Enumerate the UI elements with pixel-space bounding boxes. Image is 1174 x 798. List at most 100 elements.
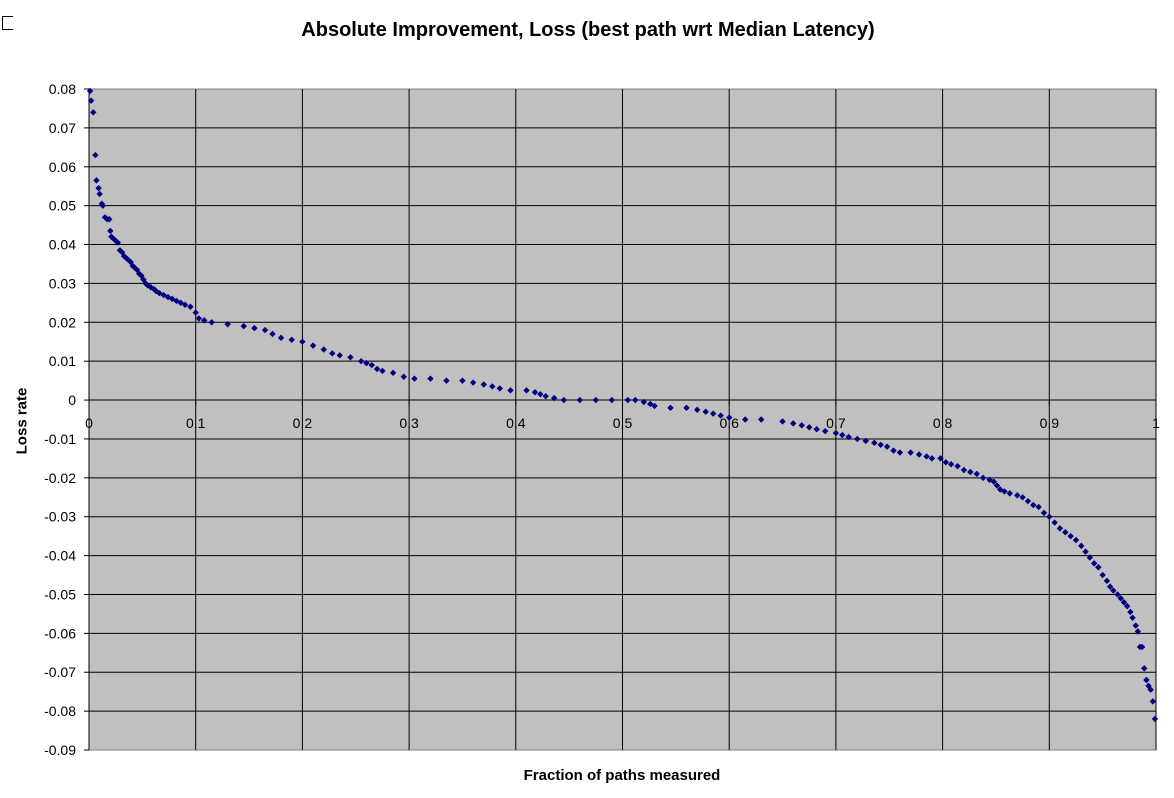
data-point [443,377,450,384]
data-point [1006,490,1014,497]
data-point [537,391,544,398]
data-point [288,336,295,343]
data-point [1019,494,1026,501]
data-point [347,354,354,361]
data-point [1014,492,1021,499]
data-point [651,402,658,410]
data-point [640,398,648,406]
x-tick-label: 0.5 [613,415,633,431]
data-point [592,396,600,404]
data-point [320,346,327,353]
data-point [1095,564,1102,571]
data-point [95,184,102,192]
y-tick-label: 0.07 [49,120,76,136]
data-point [373,365,381,373]
x-axis-label: Fraction of paths measured [523,767,721,784]
data-point [683,404,690,412]
data-point [261,326,269,334]
data-point [1141,665,1148,672]
y-tick-labels: 0.08 0.07 0.06 0.05 0.04 0.03 0.02 0.01 0 -0.01 -0… [44,81,76,758]
data-point [806,424,813,431]
data-point [496,385,503,392]
data-point [523,387,530,394]
data-point [896,449,904,456]
data-point [542,392,549,400]
data-point [1082,548,1089,555]
data-point [96,190,103,198]
data-points [86,87,1159,723]
data-point [822,427,829,435]
data-point [624,396,632,404]
y-tick-label: 0 [68,392,76,408]
data-point [469,379,477,386]
data-point [1103,577,1111,585]
data-point [1086,554,1094,561]
x-tick-label: 0.1 [186,415,206,431]
data-point [1114,591,1121,598]
data-point [99,202,107,209]
x-tick-label: 0.9 [1040,415,1060,431]
data-point [839,431,846,439]
data-point [357,357,365,365]
data-point [101,214,109,221]
data-point [480,381,487,388]
data-point [967,468,974,476]
data-point [871,439,878,447]
data-point [726,414,733,421]
data-point [923,453,930,460]
data-point [790,420,797,427]
data-point [112,237,119,244]
data-point [928,455,936,462]
data-point [1149,698,1156,705]
y-tick-label: 0.02 [49,314,76,330]
data-point [1123,602,1131,610]
data-point [1127,608,1134,616]
y-tick-label: 0.04 [49,237,76,253]
data-point [1001,488,1008,495]
data-point [187,303,194,310]
data-point [93,177,100,184]
y-tick-label: 0.03 [49,275,76,291]
x-tick-label: 0.2 [293,415,313,431]
data-point [224,321,231,328]
data-point [632,396,639,404]
x-tick-label: 0.7 [826,415,846,431]
y-tick-label: 0.06 [49,159,76,175]
data-point [299,338,306,345]
data-point [1072,536,1080,544]
y-tick-label: -0.07 [44,664,76,680]
data-point [107,227,114,235]
x-tick-label: 0.4 [506,415,526,431]
data-point [368,361,375,369]
data-point [798,422,805,429]
data-point [890,447,897,454]
x-tick-label: 1 [1152,415,1160,431]
axes [84,88,1157,751]
data-point [1117,595,1124,602]
data-point [832,429,840,437]
data-point [1099,571,1106,579]
data-point [1056,525,1064,532]
data-point [986,476,993,483]
data-point [862,437,869,445]
data-point [937,455,944,462]
data-point [1134,628,1142,635]
data-point [954,462,961,470]
data-point [1120,599,1128,606]
data-point [960,466,968,474]
data-point [854,435,861,443]
data-point [693,406,701,413]
gridlines [89,89,1157,750]
y-tick-label: 0.05 [49,198,76,214]
data-point [907,449,914,456]
data-point [1062,529,1069,536]
data-point [92,151,99,159]
data-point [192,309,199,316]
data-point [400,373,407,380]
data-point [973,470,980,478]
x-tick-label: 0.3 [399,415,419,431]
data-point [560,396,568,404]
data-point [993,482,1001,489]
data-point [717,412,724,419]
data-point [1106,583,1114,590]
